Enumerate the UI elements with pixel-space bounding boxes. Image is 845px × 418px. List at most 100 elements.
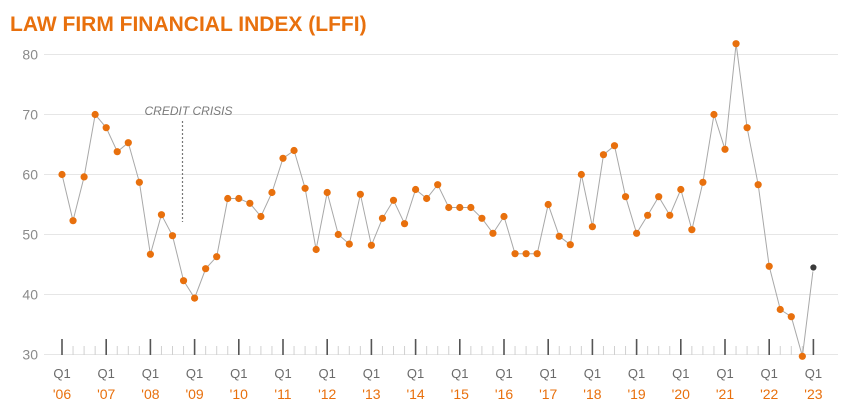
x-tick-quarter-label: Q1 bbox=[186, 366, 203, 381]
x-tick-quarter-label: Q1 bbox=[628, 366, 645, 381]
data-point bbox=[434, 181, 442, 189]
y-tick-label-70: 70 bbox=[22, 107, 38, 123]
data-point bbox=[168, 232, 177, 240]
x-tick-year-label: '11 bbox=[274, 386, 291, 402]
data-point bbox=[566, 241, 574, 249]
data-point bbox=[412, 185, 420, 194]
x-tick-year-label: '06 bbox=[53, 386, 71, 402]
data-point bbox=[655, 193, 663, 201]
x-tick-year-label: '10 bbox=[230, 386, 248, 402]
data-point bbox=[69, 217, 77, 225]
data-point bbox=[666, 211, 674, 219]
data-point bbox=[445, 203, 453, 212]
data-point bbox=[301, 184, 309, 192]
y-tick-label-80: 80 bbox=[22, 47, 38, 63]
data-point bbox=[367, 241, 375, 249]
y-tick-label-30: 30 bbox=[22, 347, 38, 363]
x-tick-quarter-label: Q1 bbox=[495, 366, 512, 381]
series-line bbox=[61, 43, 814, 357]
data-point bbox=[688, 226, 696, 234]
data-point bbox=[776, 305, 784, 314]
data-point bbox=[323, 188, 331, 197]
data-point bbox=[478, 214, 486, 222]
data-point bbox=[544, 200, 552, 209]
x-tick-year-label: '08 bbox=[141, 386, 159, 402]
data-point bbox=[511, 250, 519, 258]
data-point-latest bbox=[809, 263, 818, 272]
x-tick-quarter-label: Q1 bbox=[230, 366, 247, 381]
data-point bbox=[400, 220, 409, 228]
x-tick-year-label: '16 bbox=[495, 386, 513, 402]
data-point bbox=[621, 193, 630, 201]
y-tick-label-40: 40 bbox=[22, 287, 38, 303]
x-tick-year-label: '14 bbox=[406, 386, 424, 402]
data-point bbox=[191, 294, 199, 302]
x-tick-quarter-label: Q1 bbox=[584, 366, 601, 381]
data-point bbox=[522, 250, 530, 258]
x-tick-year-label: '12 bbox=[318, 386, 336, 402]
series-layer bbox=[58, 40, 818, 360]
data-point bbox=[312, 245, 320, 254]
data-point bbox=[710, 110, 718, 119]
data-point bbox=[224, 194, 232, 203]
x-axis: Q1 '06 Q1 '07 Q1 '08 Q1 '09 Q1 '10 Q1 '11 Q1 '12 Q1 '13… bbox=[53, 339, 823, 402]
data-point bbox=[577, 170, 585, 179]
x-tick-year-label: '21 bbox=[716, 386, 734, 402]
y-tick-label-50: 50 bbox=[22, 227, 38, 243]
x-tick-quarter-label: Q1 bbox=[716, 366, 733, 381]
data-point bbox=[754, 181, 762, 189]
data-point bbox=[732, 40, 740, 48]
data-point bbox=[268, 188, 276, 197]
data-point bbox=[279, 154, 287, 162]
gridlines bbox=[44, 54, 838, 355]
data-point bbox=[644, 211, 652, 219]
data-point bbox=[290, 146, 298, 155]
x-tick-year-label: '15 bbox=[451, 386, 469, 402]
data-point bbox=[599, 151, 608, 159]
chart-title: LAW FIRM FINANCIAL INDEX (LFFI) bbox=[10, 13, 367, 36]
annotation-credit-crisis: CREDIT CRISIS bbox=[144, 104, 232, 118]
x-tick-quarter-label: Q1 bbox=[98, 366, 115, 381]
data-point bbox=[146, 250, 154, 258]
data-point bbox=[533, 250, 541, 258]
x-tick-year-label: '17 bbox=[539, 386, 557, 402]
data-point bbox=[500, 212, 508, 221]
x-tick-quarter-label: Q1 bbox=[319, 366, 336, 381]
data-point bbox=[456, 203, 464, 212]
data-point bbox=[157, 211, 166, 219]
data-point bbox=[124, 139, 132, 147]
annotation-layer: CREDIT CRISIS bbox=[144, 104, 233, 222]
data-point bbox=[423, 194, 431, 203]
data-point bbox=[334, 230, 342, 239]
x-tick-quarter-label: Q1 bbox=[363, 366, 380, 381]
x-tick-quarter-label: Q1 bbox=[53, 366, 70, 381]
data-point bbox=[102, 124, 110, 132]
data-point bbox=[113, 148, 121, 156]
data-point bbox=[246, 199, 254, 207]
data-point bbox=[345, 240, 353, 248]
x-tick-quarter-label: Q1 bbox=[672, 366, 689, 381]
data-point bbox=[235, 194, 243, 203]
data-point bbox=[633, 229, 641, 237]
data-point bbox=[699, 178, 707, 186]
data-point bbox=[213, 253, 221, 261]
data-point bbox=[135, 178, 143, 186]
x-tick-year-label: '19 bbox=[627, 386, 645, 402]
data-point bbox=[588, 223, 597, 231]
x-tick-year-label: '18 bbox=[583, 386, 601, 402]
x-tick-quarter-label: Q1 bbox=[805, 366, 822, 381]
data-point bbox=[489, 229, 497, 237]
data-point bbox=[765, 262, 773, 270]
y-axis: 30 40 50 60 70 80 bbox=[22, 47, 38, 363]
x-tick-quarter-label: Q1 bbox=[451, 366, 468, 381]
data-point bbox=[555, 232, 563, 240]
x-tick-quarter-label: Q1 bbox=[761, 366, 778, 381]
data-point bbox=[179, 277, 188, 285]
data-point bbox=[58, 170, 66, 179]
x-tick-quarter-label: Q1 bbox=[407, 366, 424, 381]
data-point bbox=[389, 196, 398, 204]
x-tick-year-label: '07 bbox=[97, 386, 115, 402]
x-tick-year-label: '22 bbox=[760, 386, 778, 402]
data-point bbox=[378, 214, 387, 222]
